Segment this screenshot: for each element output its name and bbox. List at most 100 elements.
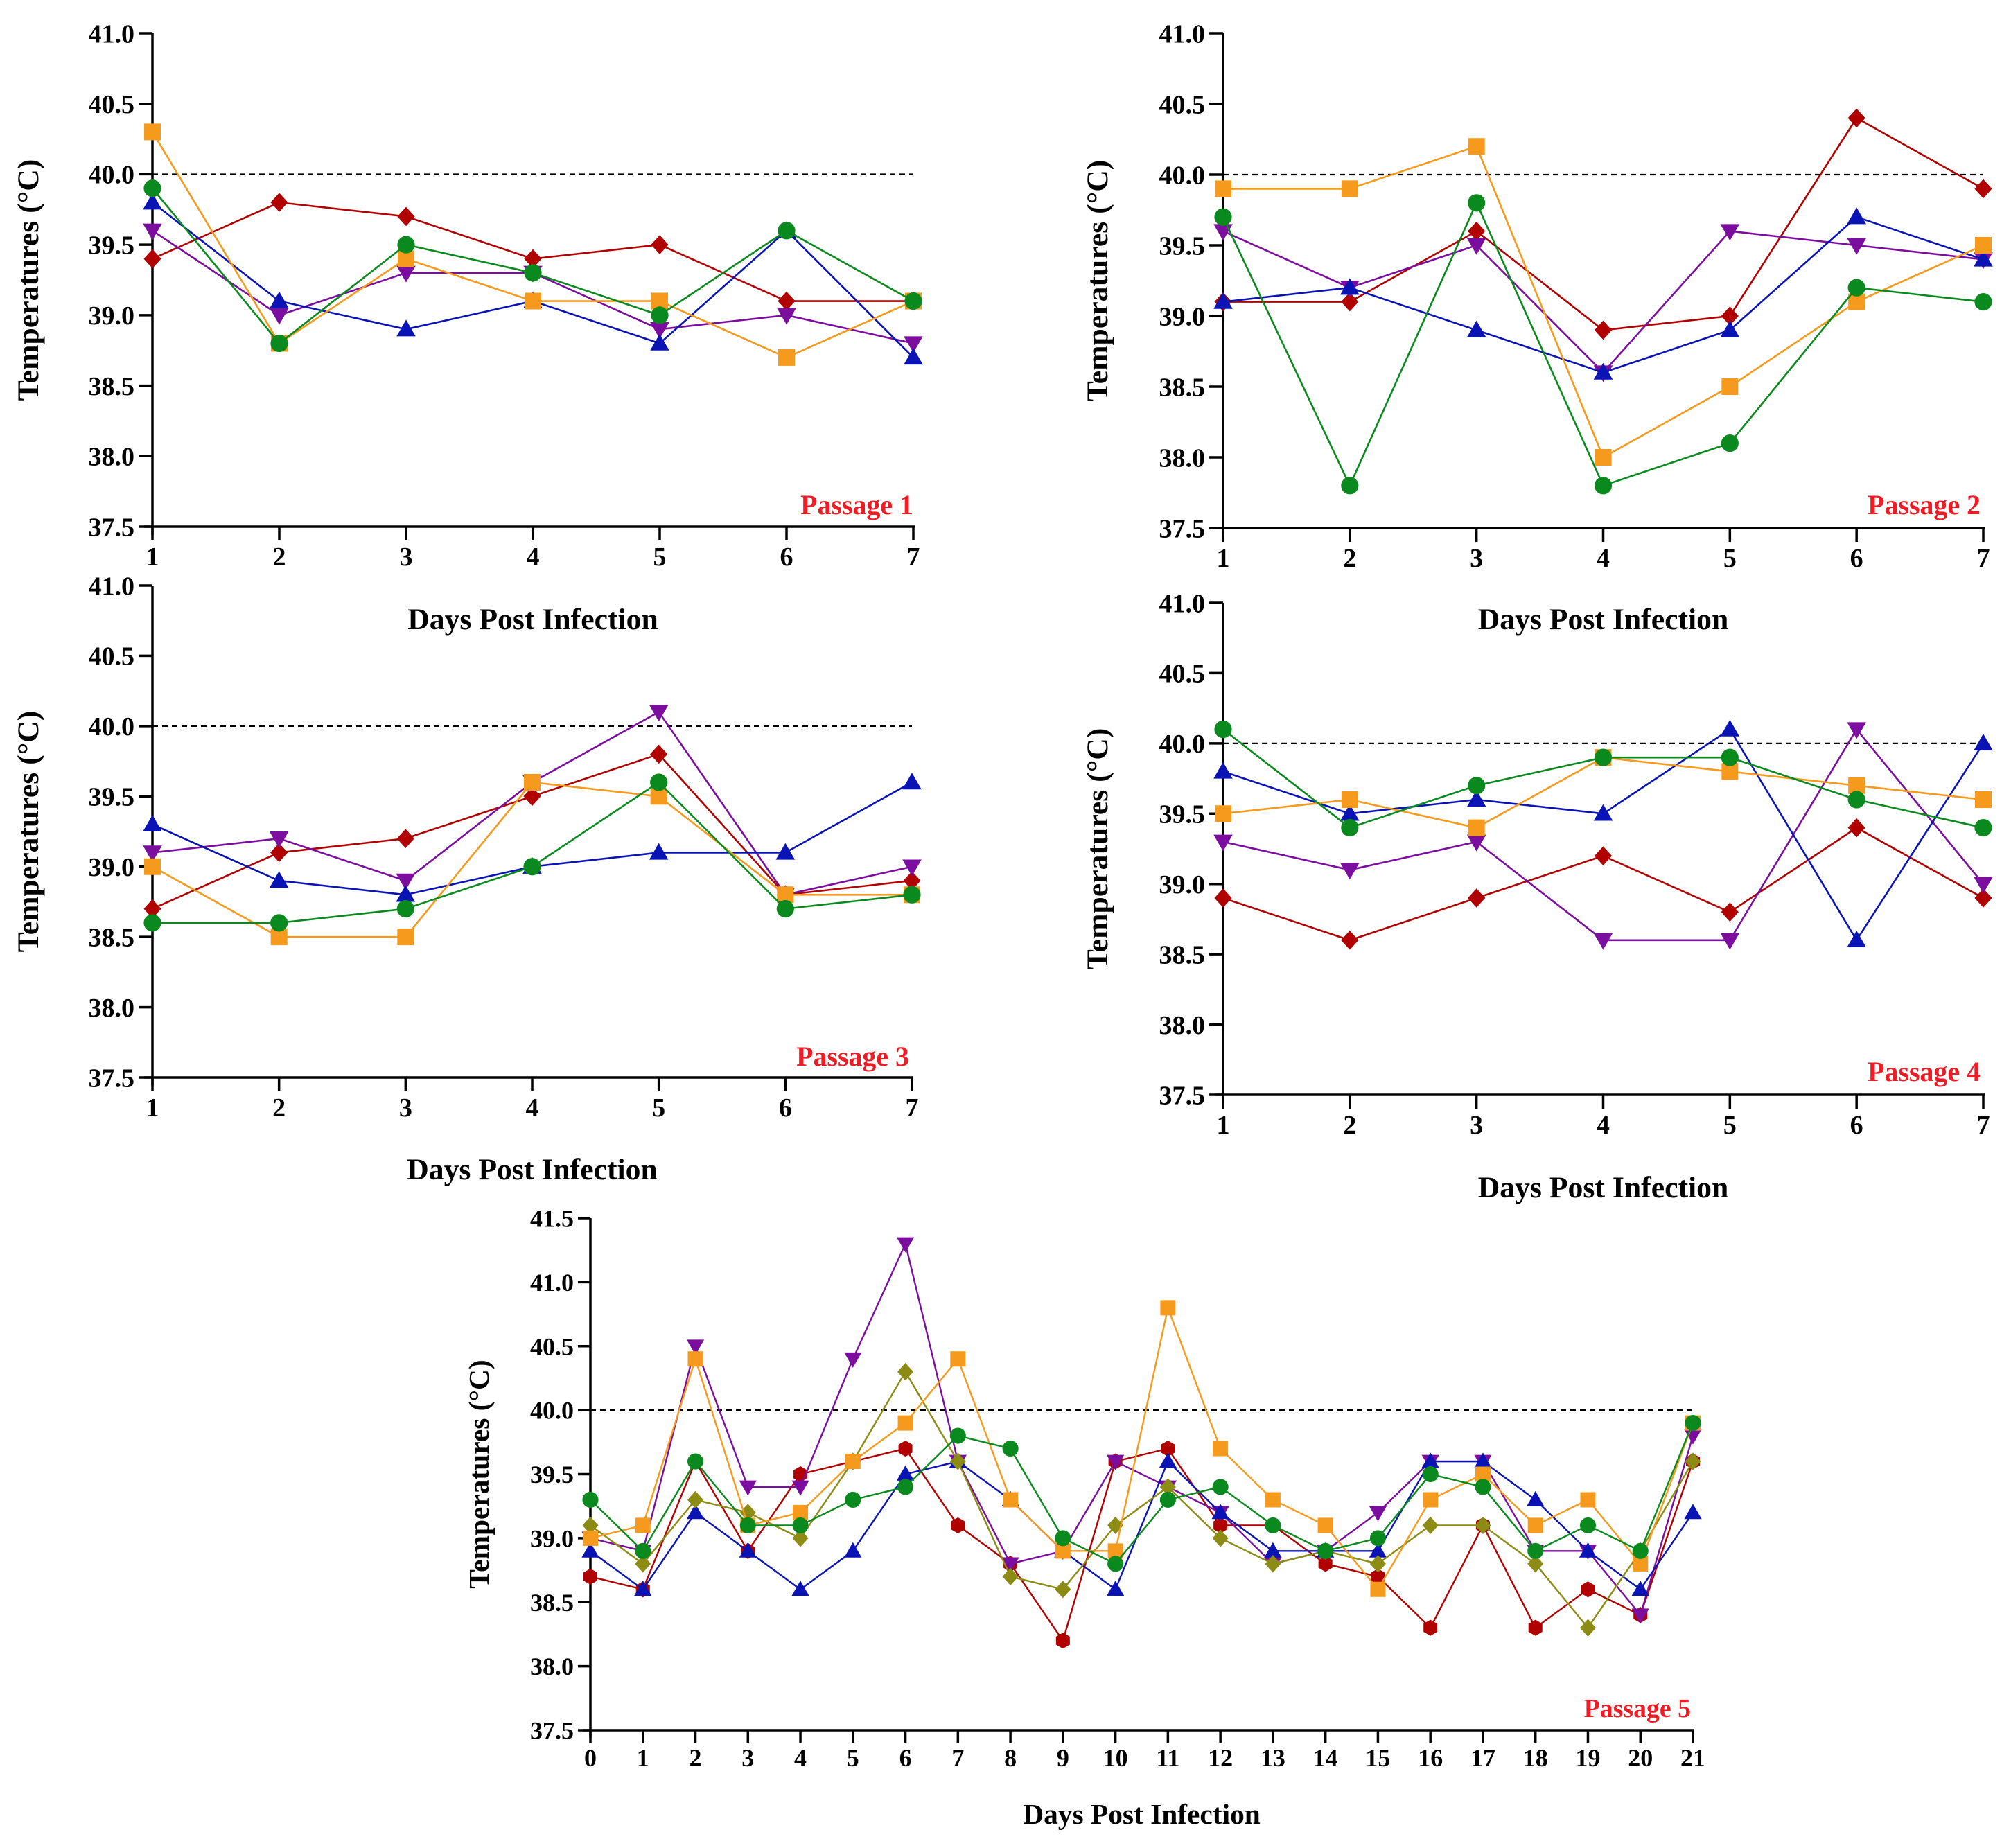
data-point-purple [1466,834,1486,852]
y-tick-label: 41.0 [89,572,135,601]
y-tick-label: 38.5 [89,372,135,401]
data-point-blue [1974,734,1993,751]
data-point-orange [1721,378,1739,395]
x-tick-label: 15 [1365,1744,1390,1772]
data-point-purple [1847,238,1866,255]
data-point-green [582,1491,599,1508]
data-point-blue [1720,719,1740,737]
y-tick-label: 37.5 [89,513,135,542]
y-tick-label: 39.5 [530,1461,574,1488]
data-point-blue [1684,1504,1702,1520]
x-tick-label: 3 [1470,1111,1483,1140]
data-point-olive [1579,1619,1597,1637]
x-tick-label: 5 [652,1093,665,1123]
data-point-orange [397,929,414,946]
data-point-red [1055,1633,1070,1649]
data-point-green [1107,1556,1124,1572]
data-point-red [1468,888,1486,908]
data-point-green [1685,1415,1701,1432]
data-point-green [1632,1542,1649,1559]
data-point-blue [1579,1542,1597,1558]
data-point-green [1847,279,1865,297]
data-point-purple [1847,722,1866,739]
data-point-blue [649,843,669,860]
y-tick-label: 38.0 [1159,1011,1206,1040]
y-tick-label: 37.5 [1159,514,1206,543]
data-point-orange [1215,805,1231,822]
series-purple [1213,224,1993,382]
series-red [1214,818,1992,950]
data-point-orange [1341,791,1358,808]
y-tick-label: 38.0 [89,994,135,1023]
data-point-red [1974,888,1992,908]
data-point-blue [1421,1452,1439,1468]
series-green [1214,194,1992,495]
data-point-orange [1341,180,1358,197]
y-tick-label: 41.5 [530,1205,574,1233]
x-tick-label: 16 [1418,1744,1443,1772]
data-point-orange [1595,449,1612,466]
y-tick-label: 40.0 [89,712,135,741]
data-point-orange [635,1517,651,1533]
data-point-olive [949,1452,966,1470]
data-point-olive [1265,1555,1281,1573]
chart-panel-4: 37.5 38.0 38.5 39.0 39.5 40.0 40.5 41.0 1 2 3 4 5 6 7 D… [1081,589,1993,1204]
x-tick-label: 4 [526,1093,539,1123]
y-tick-label: 39.5 [89,783,135,812]
data-point-orange [1721,763,1739,780]
x-tick-label: 7 [951,1744,964,1772]
x-axis-label: Days Post Infection [1478,603,1729,636]
x-tick-label: 1 [146,1093,159,1123]
x-tick-label: 2 [1343,544,1356,573]
data-point-purple [1720,224,1740,241]
data-point-blue [1474,1452,1492,1468]
data-point-blue [1631,1581,1649,1596]
data-point-orange [793,1504,809,1520]
x-tick-label: 6 [1850,1111,1863,1140]
data-point-red [1341,292,1359,312]
data-point-green [1974,293,1992,311]
data-point-purple [270,308,289,325]
data-point-blue [1264,1542,1282,1558]
x-tick-label: 4 [1597,544,1610,573]
data-point-purple [396,265,416,283]
data-point-blue [269,871,289,888]
x-tick-label: 5 [1723,544,1737,573]
data-point-blue [739,1542,757,1558]
series-line-orange [151,131,914,359]
y-tick-label: 37.5 [89,1064,135,1093]
x-axis-label: Days Post Infection [1023,1798,1261,1830]
y-tick-label: 38.5 [530,1589,574,1617]
data-point-green [650,773,668,791]
y-tick-label: 39.5 [89,231,135,260]
data-point-olive [1475,1516,1491,1535]
data-point-blue [896,1465,915,1481]
data-point-green [792,1517,809,1533]
data-point-green [1468,777,1486,795]
data-point-red [1974,179,1992,199]
data-point-red [1721,306,1739,326]
data-point-olive [1685,1452,1701,1470]
data-point-orange [1527,1517,1543,1533]
x-tick-label: 6 [1850,544,1863,573]
series-green [1214,720,1992,837]
data-point-blue [634,1581,652,1596]
data-point-purple [649,705,669,722]
data-point-green [1317,1542,1334,1559]
x-tick-label: 7 [1977,544,1990,573]
data-point-purple [143,845,162,863]
data-point-orange [1003,1492,1019,1508]
data-point-blue [1340,278,1360,295]
data-point-purple [686,1339,705,1355]
x-tick-label: 3 [400,543,413,572]
series-line-blue [590,1460,1694,1590]
data-point-green [1974,818,1992,837]
data-point-green [845,1491,861,1508]
data-point-green [1847,791,1865,809]
data-point-blue [650,333,669,351]
series-line-red [1223,117,1984,331]
data-point-blue [1466,790,1486,807]
data-point-purple [1369,1506,1387,1522]
data-point-green [143,914,161,932]
